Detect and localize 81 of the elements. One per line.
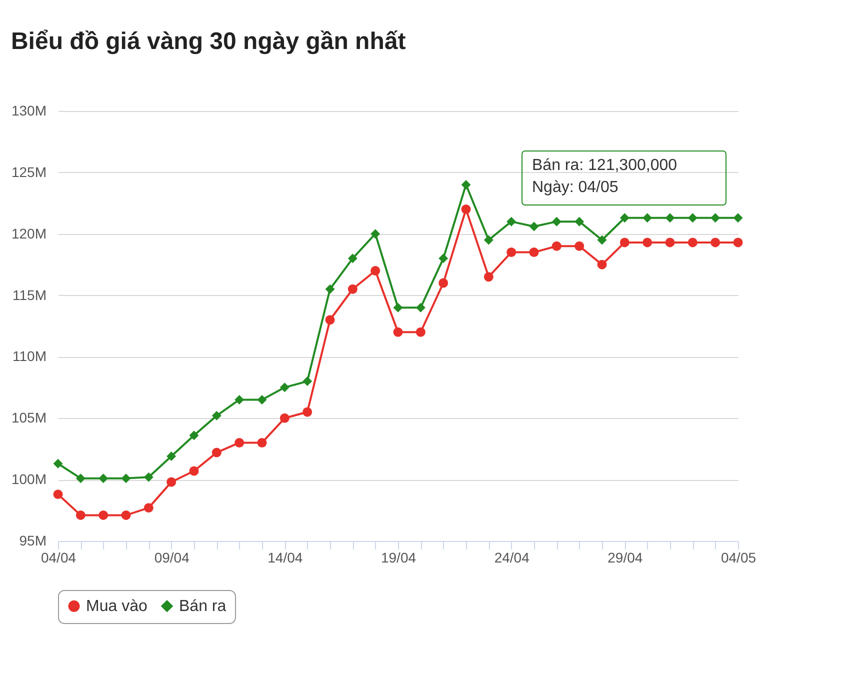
y-tick-label: 130M <box>11 102 46 118</box>
annotation: Bán ra: 121,300,000 Ngày: 04/05 <box>532 157 678 196</box>
point <box>53 458 63 468</box>
x-tick-label: 04/04 <box>40 550 76 566</box>
point <box>144 503 154 513</box>
point <box>212 410 222 420</box>
point <box>529 222 539 232</box>
point <box>144 472 154 482</box>
point <box>506 248 516 258</box>
point <box>348 254 358 264</box>
point <box>76 510 86 520</box>
point <box>642 213 652 223</box>
point <box>370 266 380 276</box>
y-tick-label: 110M <box>12 348 46 364</box>
point <box>688 238 698 248</box>
point <box>325 315 335 325</box>
point <box>212 448 222 458</box>
point <box>325 284 335 294</box>
point <box>733 238 743 248</box>
x-tick-label: 09/04 <box>154 550 190 566</box>
point <box>98 510 108 520</box>
point <box>348 284 358 294</box>
point <box>688 213 698 223</box>
point <box>665 238 675 248</box>
y-tick-label: 120M <box>11 225 46 242</box>
point <box>461 204 471 214</box>
point <box>438 278 448 288</box>
x-tick-label: 24/04 <box>494 550 530 566</box>
point <box>257 438 267 448</box>
x-tick-label: 29/04 <box>608 550 643 566</box>
point <box>438 254 448 264</box>
point <box>484 272 494 282</box>
chart-title: Biểu đồ giá vàng 30 ngày gần nhất <box>10 28 406 55</box>
point <box>620 238 630 248</box>
point <box>280 413 290 423</box>
point <box>234 394 244 404</box>
point <box>552 216 562 226</box>
point <box>166 451 176 461</box>
point <box>234 438 244 448</box>
point <box>484 235 494 245</box>
point <box>416 327 426 337</box>
point <box>370 229 380 239</box>
point <box>733 213 743 223</box>
point <box>461 180 471 190</box>
legend-label: Mua vào <box>86 598 148 616</box>
y-tick-label: 100M <box>11 471 46 488</box>
y-tick-label: 105M <box>11 410 46 426</box>
point <box>416 302 426 312</box>
point <box>665 213 675 223</box>
point <box>574 241 584 251</box>
point <box>620 213 630 223</box>
point <box>98 474 108 484</box>
y-tick-label: 125M <box>11 164 46 180</box>
point <box>393 327 403 337</box>
point <box>166 477 176 487</box>
point <box>552 241 562 251</box>
point <box>53 490 63 500</box>
point <box>710 213 720 223</box>
x-tick-label: 14/04 <box>268 550 303 566</box>
point <box>597 260 607 270</box>
point <box>280 382 290 392</box>
point <box>76 474 86 484</box>
legend-label: Bán ra <box>179 598 226 616</box>
point <box>529 248 539 258</box>
point <box>302 376 312 386</box>
point <box>597 235 607 245</box>
point <box>574 216 584 226</box>
y-tick-label: 95M <box>19 532 46 548</box>
x-tick-label: 04/05 <box>720 550 756 566</box>
point <box>302 407 312 417</box>
point <box>710 238 720 248</box>
point <box>506 216 516 226</box>
point <box>257 394 267 404</box>
y-tick-label: 115M <box>12 286 46 303</box>
x-tick-label: 19/04 <box>380 550 416 566</box>
point <box>189 466 199 476</box>
point <box>642 238 652 248</box>
point <box>393 302 403 312</box>
point <box>121 474 131 484</box>
point <box>121 510 131 520</box>
point <box>189 430 199 440</box>
